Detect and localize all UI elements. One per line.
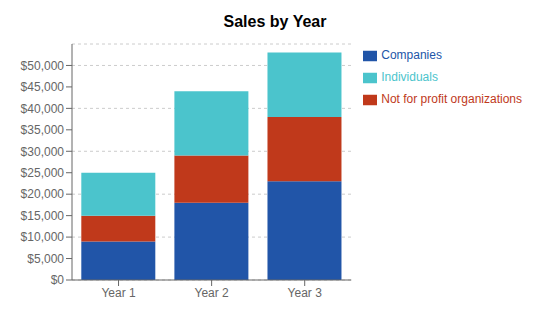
html-text:Sales by Year: Sales by Year (223, 13, 327, 30)
svg-text:$5,000: $5,000 (27, 252, 64, 266)
svg-text:$25,000: $25,000 (21, 166, 65, 180)
svg-text:$20,000: $20,000 (21, 187, 65, 201)
svg-text:$40,000: $40,000 (21, 102, 65, 116)
svg-text:$10,000: $10,000 (21, 230, 65, 244)
svg-text:Year 1: Year 1 (101, 286, 136, 300)
svg-text:Year 3: Year 3 (288, 286, 323, 300)
svg-text:$15,000: $15,000 (21, 209, 65, 223)
svg-text:Year 2: Year 2 (194, 286, 229, 300)
svg-text:$45,000: $45,000 (21, 80, 65, 94)
html-text:Not for profit organizations: Not for profit organizations (381, 92, 522, 106)
svg-text:$35,000: $35,000 (21, 123, 65, 137)
html-text:Individuals: Individuals (381, 70, 438, 84)
svg-text:$0: $0 (51, 273, 65, 287)
html-text:Companies: Companies (381, 48, 442, 62)
svg-text:$30,000: $30,000 (21, 145, 65, 159)
svg-text:$50,000: $50,000 (21, 59, 65, 73)
